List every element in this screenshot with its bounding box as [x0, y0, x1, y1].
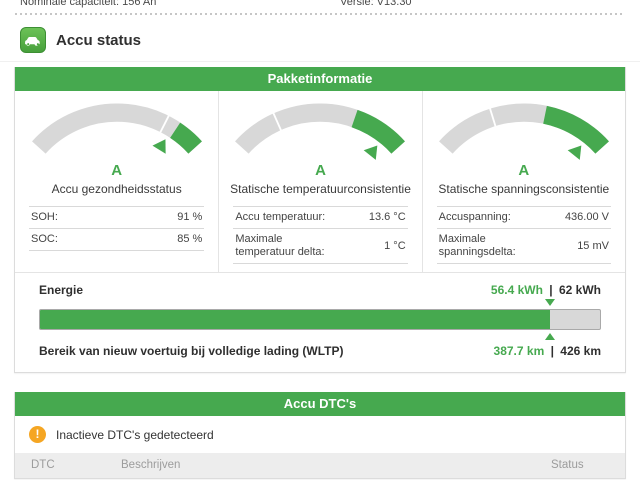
- kv-label: Accuspanning:: [436, 206, 541, 229]
- table-row: Accu temperatuur: 13.6 °C: [233, 206, 408, 229]
- dtc-notice-text: Inactieve DTC's gedetecteerd: [56, 427, 214, 442]
- kv-label: SOC:: [29, 228, 133, 251]
- nominal-capacity-text: Nominale capaciteit: 156 Ah: [20, 0, 157, 8]
- energy-marker-row-top: [39, 299, 601, 307]
- kv-label: Maximale temperatuur delta:: [233, 228, 338, 264]
- table-row: Maximale spanningsdelta: 15 mV: [436, 228, 611, 264]
- table-row: Maximale temperatuur delta: 1 °C: [233, 228, 408, 264]
- page-header: Accu status: [0, 15, 640, 62]
- kv-label: SOH:: [29, 206, 133, 229]
- kv-value: 85 %: [133, 228, 205, 251]
- energy-bar-fill: [40, 310, 550, 329]
- range-label: Bereik van nieuw voertuig bij volledige …: [39, 344, 344, 358]
- energy-values: 56.4 kWh | 62 kWh: [488, 283, 601, 297]
- kv-value: 15 mV: [540, 228, 611, 264]
- package-info-panel: Pakketinformatie A Accu gezondheidsstatu…: [14, 67, 626, 373]
- voltage-grade-badge: A: [518, 162, 530, 179]
- range-separator: |: [550, 344, 554, 358]
- energy-bar: [39, 309, 601, 330]
- range-marker-up-icon: [545, 333, 556, 340]
- health-gauge-arc: [31, 103, 202, 154]
- kv-value: 1 °C: [337, 228, 408, 264]
- table-row: SOH: 91 %: [29, 206, 205, 229]
- car-icon: [20, 27, 46, 53]
- dtc-title: Accu DTC's: [15, 392, 625, 416]
- kv-label: Accu temperatuur:: [233, 206, 338, 229]
- energy-header-row: Energie 56.4 kWh | 62 kWh: [39, 283, 601, 297]
- range-row: Bereik van nieuw voertuig bij volledige …: [39, 344, 601, 358]
- temperature-gauge-caption: Statische temperatuurconsistentie: [230, 182, 411, 196]
- range-current-value: 387.7 km: [493, 344, 545, 358]
- table-row: Accuspanning: 436.00 V: [436, 206, 611, 229]
- package-info-title: Pakketinformatie: [15, 67, 625, 91]
- dtc-col-description: Beschrijven: [121, 459, 181, 471]
- energy-label: Energie: [39, 283, 84, 297]
- energy-current-value: 56.4 kWh: [490, 283, 543, 297]
- energy-total-value: 62 kWh: [558, 283, 601, 297]
- voltage-kv-table: Accuspanning: 436.00 V Maximale spanning…: [436, 206, 611, 264]
- kv-value: 91 %: [133, 206, 205, 229]
- dtc-panel: Accu DTC's ! Inactieve DTC's gedetecteer…: [14, 392, 626, 479]
- voltage-gauge-arc: [438, 103, 609, 160]
- energy-separator: |: [549, 283, 553, 297]
- range-total-value: 426 km: [560, 344, 601, 358]
- temperature-gauge-arc: [235, 103, 406, 160]
- version-text: Versie: V13.30: [340, 0, 412, 8]
- warning-icon: !: [29, 426, 46, 443]
- kv-value: 13.6 °C: [337, 206, 408, 229]
- dtc-col-status: Status: [551, 459, 584, 471]
- health-kv-table: SOH: 91 % SOC: 85 %: [29, 206, 205, 251]
- top-meta-bar: Nominale capaciteit: 156 Ah Versie: V13.…: [0, 0, 640, 12]
- health-grade-badge: A: [111, 162, 123, 179]
- gauge-column-voltage: A Statische spanningsconsistentie Accusp…: [421, 91, 625, 272]
- energy-section: Energie 56.4 kWh | 62 kWh Bereik van nie…: [15, 273, 625, 372]
- temperature-kv-table: Accu temperatuur: 13.6 °C Maximale tempe…: [233, 206, 408, 264]
- range-values: 387.7 km | 426 km: [491, 344, 601, 358]
- gauge-column-health: A Accu gezondheidsstatus SOH: 91 % SOC: …: [15, 91, 218, 272]
- health-gauge-caption: Accu gezondheidsstatus: [51, 182, 182, 196]
- kv-label: Maximale spanningsdelta:: [436, 228, 541, 264]
- kv-value: 436.00 V: [540, 206, 611, 229]
- dtc-notice-row: ! Inactieve DTC's gedetecteerd: [15, 416, 625, 453]
- dtc-col-dtc: DTC: [31, 459, 55, 471]
- dotted-separator: [15, 13, 625, 15]
- dtc-table-header: DTC Beschrijven Status: [15, 453, 625, 478]
- table-row: SOC: 85 %: [29, 228, 205, 251]
- voltage-gauge-caption: Statische spanningsconsistentie: [438, 182, 610, 196]
- energy-marker-row-bottom: [39, 332, 601, 340]
- gauge-grid: A Accu gezondheidsstatus SOH: 91 % SOC: …: [15, 91, 625, 273]
- page-title: Accu status: [56, 31, 142, 49]
- temperature-grade-badge: A: [315, 162, 326, 179]
- energy-marker-down-icon: [545, 299, 556, 306]
- gauge-column-temperature: A Statische temperatuurconsistentie Accu…: [218, 91, 421, 272]
